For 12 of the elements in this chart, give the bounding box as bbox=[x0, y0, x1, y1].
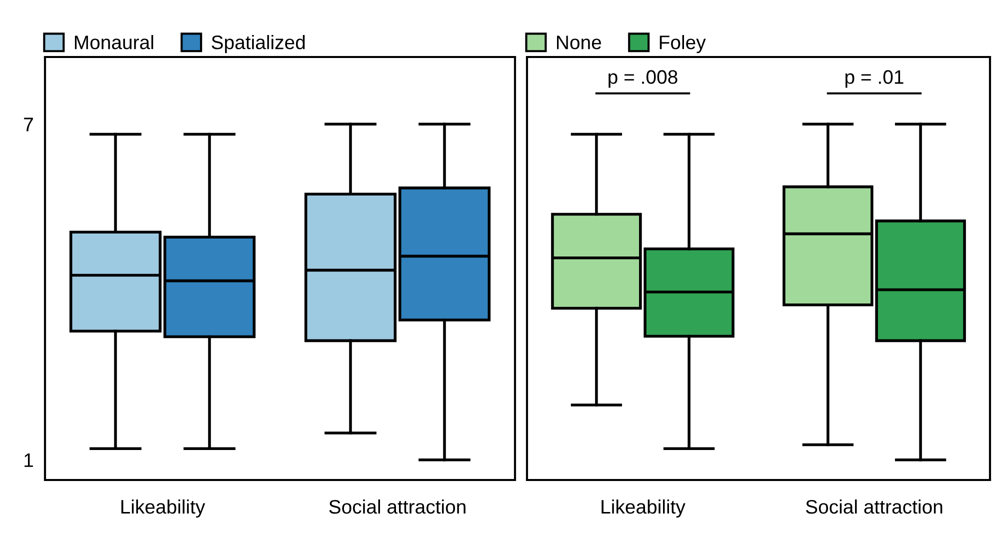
legend-label: Monaural bbox=[74, 34, 154, 50]
x-tick-label: Social attraction bbox=[806, 499, 942, 514]
legend-label: Spatialized bbox=[212, 34, 305, 54]
x-tick-label: Likeability bbox=[602, 499, 686, 518]
x-tick-label: Social attraction bbox=[329, 499, 466, 514]
x-tick-label: Likeability bbox=[121, 499, 206, 518]
annotation: p = .008 bbox=[608, 70, 678, 88]
annotation: p = .01 bbox=[846, 70, 904, 88]
y-tick-label: 7 bbox=[24, 118, 33, 132]
legend-label: Foley bbox=[660, 34, 706, 54]
legend-label: None bbox=[557, 36, 602, 50]
y-tick-label: 1 bbox=[24, 454, 33, 467]
